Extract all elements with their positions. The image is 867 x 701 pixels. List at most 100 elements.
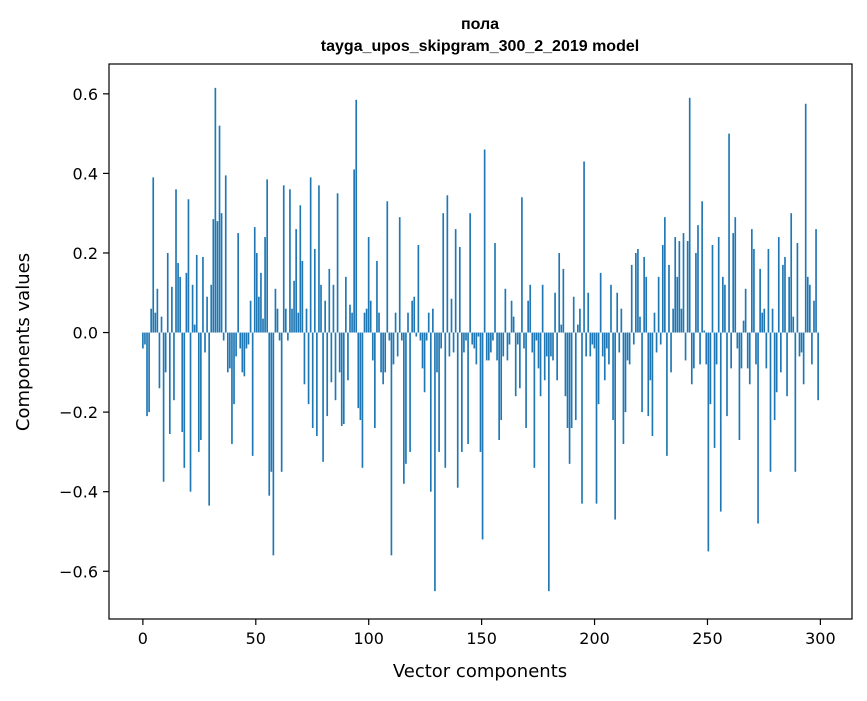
bar xyxy=(717,237,720,333)
bar xyxy=(444,332,447,468)
bar xyxy=(581,332,583,504)
bar xyxy=(245,332,248,349)
bar xyxy=(769,332,772,472)
bar xyxy=(146,332,148,417)
bar xyxy=(713,332,716,448)
bar xyxy=(599,272,602,333)
bar xyxy=(363,312,366,333)
bar xyxy=(597,332,600,405)
bar xyxy=(587,292,590,333)
bar xyxy=(374,332,376,429)
bar xyxy=(490,332,492,353)
bar xyxy=(409,332,411,452)
bar xyxy=(262,318,264,333)
bar xyxy=(653,312,656,333)
bar xyxy=(324,300,326,333)
bar xyxy=(301,260,304,333)
bar xyxy=(614,332,616,520)
bar xyxy=(728,133,730,333)
bar xyxy=(610,284,612,333)
y-tick-label: −0.2 xyxy=(59,403,98,422)
bar xyxy=(796,243,799,333)
bar xyxy=(351,312,353,333)
bar xyxy=(347,332,349,381)
bar xyxy=(759,268,761,333)
bar xyxy=(641,332,643,413)
bar xyxy=(645,276,648,333)
bar xyxy=(514,332,517,397)
y-tick-label: 0.2 xyxy=(73,244,98,263)
x-tick-label: 300 xyxy=(805,629,836,648)
bar xyxy=(815,229,817,333)
bar xyxy=(659,332,662,345)
bar xyxy=(396,332,399,357)
bar xyxy=(558,252,561,333)
x-axis-label: Vector components xyxy=(393,661,567,682)
bar xyxy=(405,332,407,464)
bar xyxy=(562,268,565,333)
bar xyxy=(535,332,538,341)
bar xyxy=(376,260,378,333)
bar xyxy=(305,308,308,333)
bar xyxy=(218,125,221,333)
bar xyxy=(811,332,813,365)
bar xyxy=(742,320,745,333)
bar xyxy=(195,254,198,333)
bar xyxy=(577,324,579,333)
bar xyxy=(730,332,732,369)
bar xyxy=(680,308,683,333)
bar xyxy=(142,332,144,349)
bar xyxy=(191,284,194,333)
bar xyxy=(661,245,664,333)
bar xyxy=(788,276,790,333)
bar xyxy=(361,332,364,468)
bar xyxy=(548,332,550,592)
y-tick-label: 0.4 xyxy=(73,164,98,183)
bar xyxy=(274,288,277,333)
bar xyxy=(761,312,764,333)
y-axis-label: Components values xyxy=(13,253,34,431)
bar xyxy=(398,217,401,333)
bar xyxy=(204,332,206,353)
bar xyxy=(295,229,297,333)
bar xyxy=(709,332,712,405)
bar xyxy=(736,332,739,349)
bar xyxy=(813,300,815,333)
bar xyxy=(253,227,256,333)
bar xyxy=(498,332,500,440)
bar xyxy=(556,332,558,381)
bar xyxy=(183,332,186,468)
bar xyxy=(521,197,523,333)
bar xyxy=(440,332,442,349)
bar xyxy=(322,332,324,462)
bar xyxy=(173,332,175,401)
bar xyxy=(384,332,387,373)
x-tick-label: 250 xyxy=(692,629,723,648)
bar xyxy=(523,332,525,349)
bar xyxy=(160,316,163,333)
bar xyxy=(220,213,223,333)
bar xyxy=(469,213,471,333)
bar xyxy=(415,332,418,337)
bar xyxy=(144,332,146,345)
bar xyxy=(500,332,503,421)
bar xyxy=(777,237,780,333)
bar xyxy=(177,262,179,333)
bar xyxy=(751,229,753,333)
bar xyxy=(554,292,556,333)
bar xyxy=(543,332,546,381)
bar xyxy=(608,332,610,365)
bar xyxy=(809,284,811,333)
bar xyxy=(311,332,314,429)
bar xyxy=(371,332,374,361)
bar xyxy=(585,332,587,357)
bar xyxy=(802,332,805,385)
bar xyxy=(485,332,488,361)
bar xyxy=(622,332,625,444)
bar xyxy=(456,332,459,488)
bar xyxy=(450,298,453,333)
bar xyxy=(693,332,695,369)
bar xyxy=(618,332,621,353)
bar xyxy=(166,252,169,333)
bar xyxy=(197,332,200,452)
